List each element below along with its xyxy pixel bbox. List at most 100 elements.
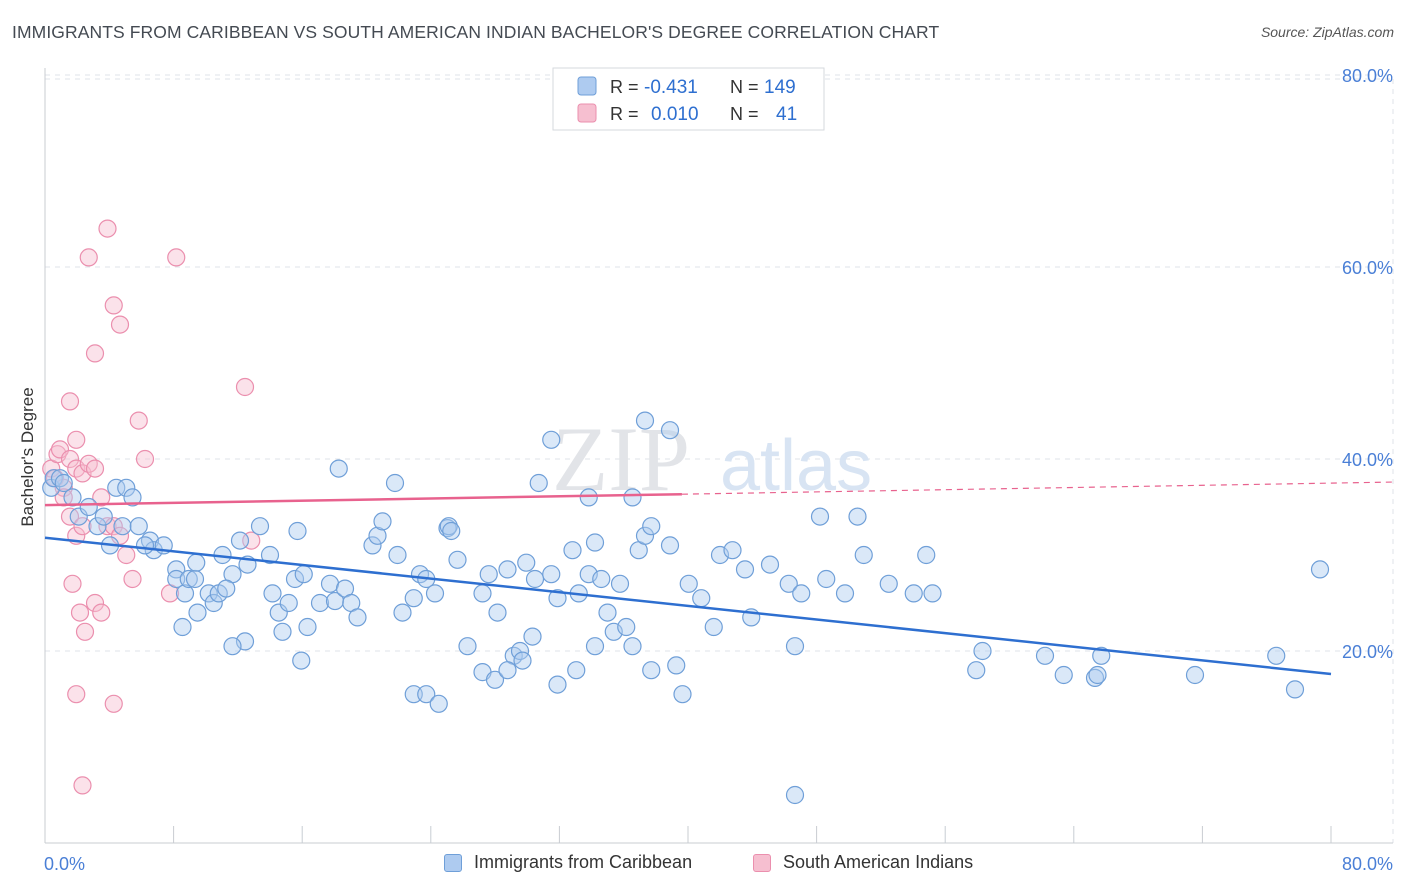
point-immigrants-from-caribbean	[260, 545, 280, 565]
point-immigrants-from-caribbean	[642, 661, 661, 680]
point-immigrants-from-caribbean	[185, 569, 205, 589]
point-south-american-indians	[129, 411, 148, 430]
point-immigrants-from-caribbean	[94, 507, 113, 526]
point-immigrants-from-caribbean	[448, 550, 467, 569]
legend-swatch-pink	[577, 103, 597, 123]
legend-r-value-1: -0.431	[644, 77, 698, 98]
point-south-american-indians	[235, 377, 255, 397]
point-immigrants-from-caribbean	[660, 536, 680, 555]
legend-n-label-1: N =	[730, 77, 759, 97]
point-immigrants-from-caribbean	[187, 553, 206, 572]
point-immigrants-from-caribbean	[107, 478, 126, 497]
point-immigrants-from-caribbean	[223, 637, 242, 656]
grid-lines	[45, 74, 1394, 843]
point-south-american-indians	[98, 219, 117, 238]
point-south-american-indians	[67, 685, 86, 704]
point-immigrants-from-caribbean	[498, 560, 517, 579]
point-immigrants-from-caribbean	[810, 507, 830, 526]
point-immigrants-from-caribbean	[1088, 665, 1107, 685]
point-south-american-indians	[73, 517, 92, 536]
legend-n-value-1: 149	[764, 77, 796, 98]
legend-box	[552, 67, 825, 131]
point-immigrants-from-caribbean	[393, 603, 412, 622]
point-south-american-indians	[85, 593, 105, 613]
point-south-american-indians	[123, 569, 142, 589]
point-south-american-indians	[92, 603, 111, 622]
point-immigrants-from-caribbean	[458, 637, 477, 656]
point-immigrants-from-caribbean	[173, 617, 192, 637]
point-immigrants-from-caribbean	[817, 569, 836, 589]
point-immigrants-from-caribbean	[542, 565, 561, 584]
point-immigrants-from-caribbean	[1310, 560, 1330, 579]
point-south-american-indians	[73, 776, 92, 795]
point-immigrants-from-caribbean	[273, 622, 292, 641]
point-immigrants-from-caribbean	[320, 574, 340, 593]
point-south-american-indians	[60, 449, 80, 469]
point-immigrants-from-caribbean	[585, 637, 605, 656]
point-immigrants-from-caribbean	[288, 521, 307, 541]
point-south-american-indians	[60, 392, 80, 411]
point-immigrants-from-caribbean	[579, 488, 598, 507]
point-immigrants-from-caribbean	[854, 545, 873, 565]
x-tick-labels: 0.0% 80.0%	[44, 854, 1393, 874]
point-immigrants-from-caribbean	[199, 584, 218, 603]
point-immigrants-from-caribbean	[230, 531, 250, 550]
point-immigrants-from-caribbean	[167, 569, 186, 589]
point-immigrants-from-caribbean	[88, 517, 107, 536]
point-immigrants-from-caribbean	[517, 553, 536, 572]
y-tick-label: 40.0%	[1342, 450, 1393, 470]
point-immigrants-from-caribbean	[388, 545, 407, 565]
point-immigrants-from-caribbean	[488, 603, 507, 622]
x-tick-label-min: 0.0%	[44, 854, 85, 874]
trend-line-south-american-indians-dashed	[681, 481, 1394, 495]
x-tick-label-max: 80.0%	[1342, 854, 1393, 874]
point-immigrants-from-caribbean	[879, 574, 898, 593]
legend-r-label-1: R =	[610, 77, 639, 97]
point-immigrants-from-caribbean	[548, 675, 567, 694]
point-immigrants-from-caribbean	[792, 584, 811, 603]
point-south-american-indians	[85, 344, 105, 363]
point-immigrants-from-caribbean	[417, 685, 436, 704]
point-immigrants-from-caribbean	[294, 565, 313, 584]
point-immigrants-from-caribbean	[785, 785, 805, 805]
point-immigrants-from-caribbean	[848, 507, 867, 526]
point-south-american-indians	[75, 622, 95, 641]
legend-n-value-2: 41	[776, 104, 797, 125]
point-south-american-indians	[98, 517, 117, 536]
trend-line-south-american-indians	[44, 492, 682, 507]
point-immigrants-from-caribbean	[123, 488, 142, 507]
point-south-american-indians	[167, 248, 186, 267]
point-immigrants-from-caribbean	[735, 560, 755, 579]
point-immigrants-from-caribbean	[329, 459, 348, 478]
legend-swatch-blue	[577, 76, 597, 96]
trend-lines	[44, 481, 1394, 676]
point-immigrants-from-caribbean	[635, 526, 655, 545]
series-south-american-indians	[42, 219, 261, 795]
point-immigrants-from-caribbean	[404, 589, 423, 608]
point-immigrants-from-caribbean	[217, 579, 236, 598]
point-south-american-indians	[79, 454, 98, 473]
point-immigrants-from-caribbean	[923, 584, 942, 603]
point-immigrants-from-caribbean	[692, 589, 711, 608]
point-south-american-indians	[70, 603, 90, 622]
point-immigrants-from-caribbean	[673, 685, 692, 704]
point-immigrants-from-caribbean	[117, 478, 136, 497]
point-immigrants-from-caribbean	[479, 565, 498, 584]
y-axis-label: Bachelor's Degree	[18, 387, 37, 526]
point-immigrants-from-caribbean	[635, 411, 655, 430]
axes	[44, 68, 1393, 844]
point-south-american-indians	[92, 488, 111, 507]
legend-item-caribbean: Immigrants from Caribbean	[444, 852, 692, 873]
point-immigrants-from-caribbean	[973, 641, 992, 661]
point-immigrants-from-caribbean	[54, 473, 73, 493]
point-immigrants-from-caribbean	[204, 593, 223, 613]
point-immigrants-from-caribbean	[1285, 680, 1305, 699]
y-tick-label: 20.0%	[1342, 642, 1393, 662]
point-immigrants-from-caribbean	[835, 584, 855, 603]
point-immigrants-from-caribbean	[567, 661, 586, 680]
point-south-american-indians	[135, 449, 155, 469]
point-immigrants-from-caribbean	[1185, 665, 1205, 685]
point-immigrants-from-caribbean	[385, 473, 405, 493]
point-immigrants-from-caribbean	[617, 617, 636, 637]
point-south-american-indians	[79, 248, 98, 267]
